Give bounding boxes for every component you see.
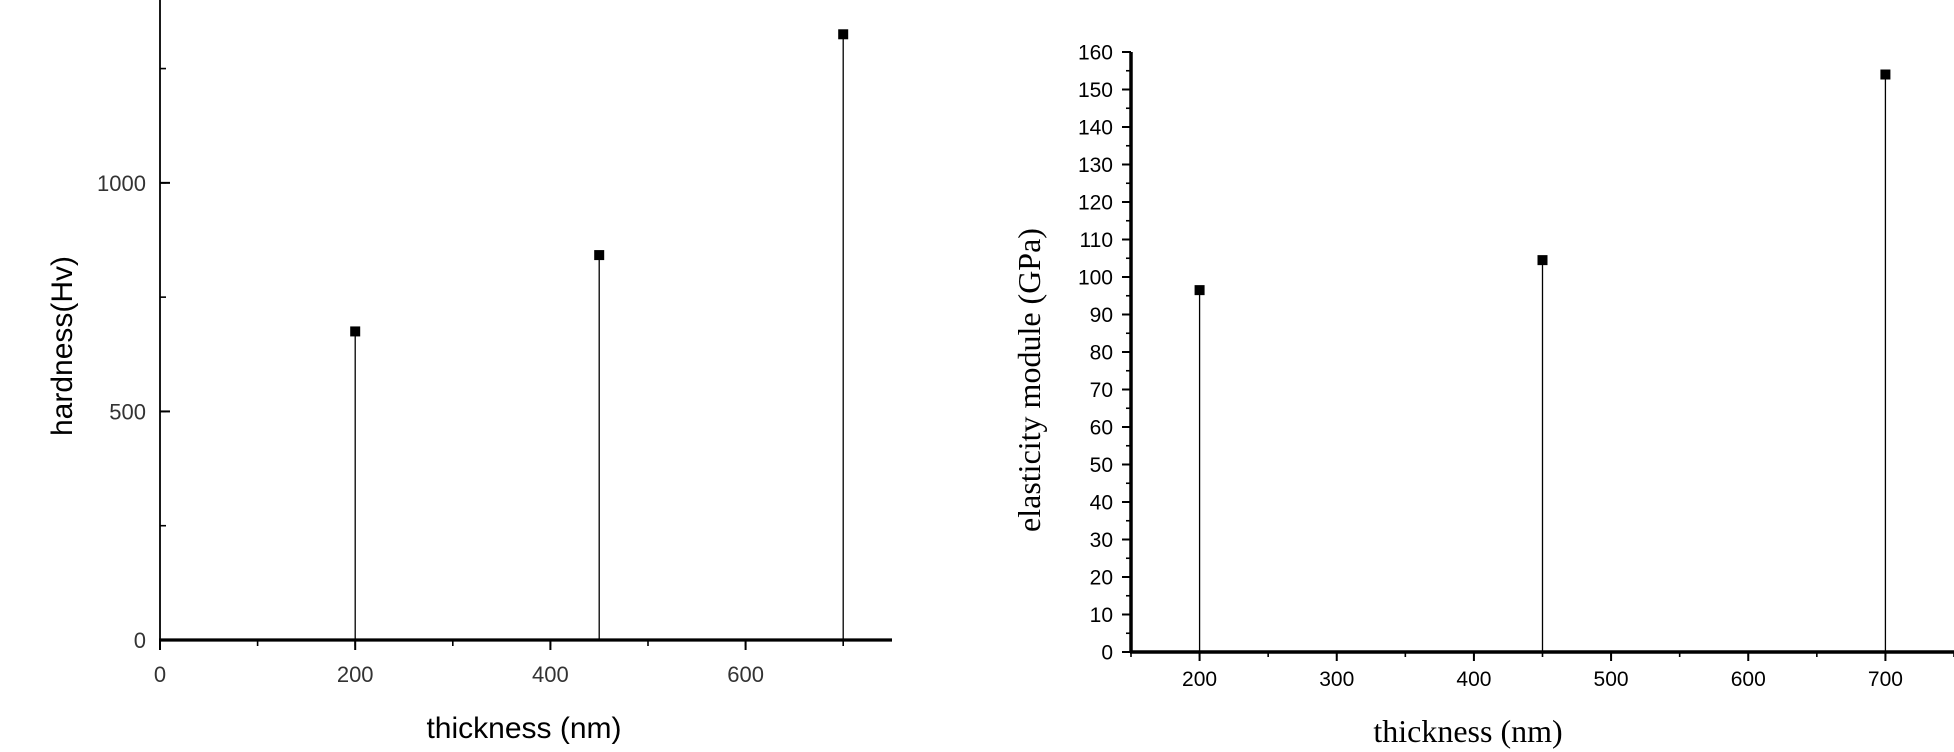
elasticity-chart-y-tick-label: 20 <box>1090 567 1113 590</box>
elasticity-chart-y-tick-label: 110 <box>1080 229 1113 252</box>
hardness-chart-data-point <box>594 250 605 261</box>
hardness-chart-data-point <box>350 326 361 337</box>
elasticity-chart-x-axis-label: thickness (nm) <box>1373 713 1562 749</box>
elasticity-chart-y-tick-label: 120 <box>1078 192 1113 215</box>
elasticity-chart-x-tick-label: 400 <box>1456 668 1491 691</box>
elasticity-chart-x-tick-label: 700 <box>1868 668 1903 691</box>
elasticity-chart-data-point <box>1537 255 1548 266</box>
elasticity-chart-y-tick-label: 60 <box>1090 417 1113 440</box>
elasticity-chart-y-tick-label: 10 <box>1090 604 1113 627</box>
elasticity-chart-x-tick-label: 600 <box>1731 668 1766 691</box>
elasticity-chart-y-tick-label: 50 <box>1090 454 1113 477</box>
elasticity-chart-y-tick-label: 150 <box>1078 79 1113 102</box>
hardness-chart-x-tick-label: 200 <box>337 662 374 687</box>
hardness-chart-x-axis-label: thickness (nm) <box>426 712 621 745</box>
elasticity-chart-y-tick-label: 40 <box>1090 492 1113 515</box>
hardness-chart-x-tick-label: 400 <box>532 662 569 687</box>
hardness-chart-x-tick-label: 600 <box>727 662 764 687</box>
elasticity-chart-y-tick-label: 80 <box>1090 342 1113 365</box>
elasticity-chart-y-tick-label: 70 <box>1090 379 1113 402</box>
hardness-chart-data-point <box>838 29 849 40</box>
elasticity-chart-data-point <box>1194 285 1205 296</box>
elasticity-chart-x-tick-label: 300 <box>1319 668 1354 691</box>
elasticity-chart-y-tick-label: 140 <box>1078 117 1113 140</box>
elasticity-chart-x-tick-label: 500 <box>1594 668 1629 691</box>
hardness-chart-y-axis-label: hardness(Hv) <box>46 256 79 436</box>
elasticity-chart-y-tick-label: 160 <box>1078 42 1113 65</box>
elasticity-chart-y-tick-label: 0 <box>1101 642 1113 665</box>
hardness-chart: thickness (nm) hardness(Hv) 0 200 400 600 0 5… <box>46 0 892 745</box>
elasticity-chart-y-tick-label: 130 <box>1078 154 1113 177</box>
hardness-chart-x-tick-label: 0 <box>154 662 166 687</box>
hardness-chart-y-tick-label: 1000 <box>97 171 146 196</box>
elasticity-chart-y-tick-label: 90 <box>1090 304 1113 327</box>
elasticity-chart-y-tick-label: 100 <box>1078 267 1113 290</box>
hardness-chart-y-tick-label: 0 <box>134 628 146 653</box>
elasticity-chart-y-axis-label: elasticity module (GPa) <box>1011 228 1047 532</box>
elasticity-chart-x-tick-label: 200 <box>1182 668 1217 691</box>
elasticity-chart-y-tick-label: 30 <box>1090 529 1113 552</box>
hardness-chart-y-tick-label: 500 <box>109 399 146 424</box>
elasticity-chart: thickness (nm) elasticity module (GPa) 2… <box>1011 42 1954 749</box>
elasticity-chart-data-point <box>1880 69 1891 80</box>
